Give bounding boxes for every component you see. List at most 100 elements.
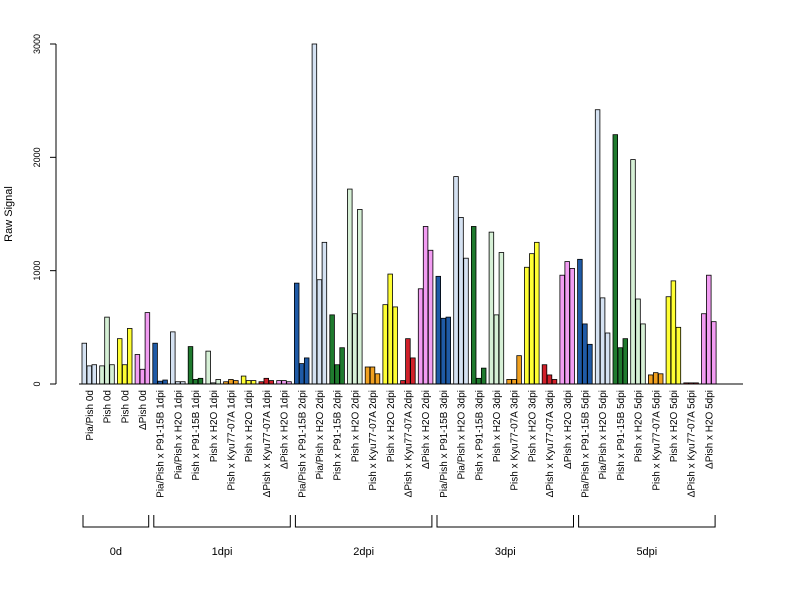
group-label: 0d — [110, 546, 122, 558]
bar — [316, 279, 323, 385]
bar — [298, 363, 305, 385]
bar — [215, 379, 221, 385]
bar — [582, 323, 588, 385]
bar — [587, 343, 593, 385]
x-tick-label: Pish x P91-15B 3dpi — [474, 390, 485, 481]
bar — [599, 297, 606, 385]
x-tick-label: Pia/Pish x P91-15B 3dpi — [439, 390, 450, 498]
bar — [293, 282, 300, 385]
bar — [276, 380, 282, 385]
bar — [524, 266, 530, 385]
bar — [197, 377, 204, 385]
bars — [81, 43, 717, 385]
group-bracket — [294, 515, 433, 528]
group-label: 3dpi — [495, 546, 516, 558]
x-tick-label: Pia/Pish x H2O 3dpi — [457, 390, 468, 480]
bar — [321, 241, 328, 385]
x-tick-label: Pish x H2O 1dpi — [244, 390, 255, 462]
x-tick-label: Pish x H2O 2dpi — [386, 390, 397, 462]
bar — [516, 355, 522, 385]
bar — [559, 274, 565, 385]
x-tick-label: Pia/Pish 0d — [85, 390, 96, 441]
bar — [347, 188, 353, 385]
y-tick-label: 1000 — [32, 261, 42, 281]
bar — [475, 377, 482, 385]
x-tick-label: Pish x H2O 1dpi — [209, 390, 220, 462]
bar — [635, 298, 641, 385]
y-tick-label: 3000 — [32, 34, 42, 54]
bar — [205, 350, 211, 385]
bar — [670, 280, 677, 385]
bar — [445, 316, 451, 385]
bar — [435, 275, 441, 385]
bar — [311, 43, 318, 385]
bar — [364, 366, 371, 385]
bar — [109, 364, 115, 385]
y-axis-label: Raw Signal — [3, 186, 15, 242]
bar — [706, 274, 712, 385]
x-tick-label: Pish x Kyu77-07A 3dpi — [510, 390, 521, 491]
bar — [162, 379, 168, 385]
bar — [117, 338, 123, 385]
x-tick-label: Pish 0d — [120, 390, 131, 423]
bar — [122, 364, 128, 385]
bar — [392, 306, 398, 385]
x-tick-label: Pish x P91-15B 5dpi — [616, 390, 627, 481]
bar — [711, 321, 717, 385]
bar — [488, 231, 495, 385]
bar — [480, 367, 487, 385]
bar — [400, 380, 406, 385]
bar — [577, 258, 583, 385]
group-bracket — [578, 515, 716, 528]
y-tick-label: 0 — [32, 381, 42, 386]
bar — [86, 365, 92, 385]
bar — [640, 323, 646, 385]
bar — [382, 304, 388, 385]
x-tick-label: Pish x Kyu77-07A 5dpi — [651, 390, 662, 491]
x-tick-label: Pia/Pish x P91-15B 5dpi — [581, 390, 592, 498]
group-bracket — [153, 515, 291, 528]
bar — [511, 379, 517, 385]
bar — [263, 377, 269, 385]
bar — [701, 313, 707, 385]
x-tick-label: ΔPish x H2O 3dpi — [563, 390, 574, 469]
bar — [410, 357, 416, 385]
group-bracket — [82, 515, 150, 528]
bar — [352, 313, 358, 385]
bar — [612, 134, 618, 385]
bar — [387, 273, 393, 385]
bar — [139, 368, 146, 385]
bar — [170, 331, 176, 385]
bar — [604, 332, 611, 385]
bar — [233, 380, 239, 385]
bar — [417, 288, 424, 385]
bar — [498, 252, 505, 385]
x-tick-label: ΔPish x Kyu77-07A 2dpi — [404, 390, 415, 497]
bar — [99, 365, 105, 385]
bar — [104, 316, 110, 385]
bar — [152, 342, 158, 385]
group-label: 5dpi — [636, 546, 657, 558]
x-tick-label: ΔPish x H2O 1dpi — [280, 390, 291, 469]
bar — [569, 267, 575, 385]
bar — [653, 372, 659, 385]
bar — [134, 354, 141, 385]
bar — [665, 296, 672, 385]
bar — [658, 373, 664, 385]
bar — [630, 159, 636, 385]
group-brackets: 0d 1dpi 2dpi 3dpi 5dpi — [82, 515, 716, 558]
bar — [546, 374, 553, 385]
bar — [551, 379, 558, 385]
bar — [617, 347, 623, 385]
bar — [240, 375, 247, 385]
x-tick-label: Pish 0d — [103, 390, 114, 423]
bar — [245, 380, 252, 385]
bar — [506, 379, 512, 385]
x-tick-label: Pia/Pish x P91-15B 2dpi — [297, 390, 308, 498]
x-tick-label: Pish x H2O 5dpi — [634, 390, 645, 462]
bar — [675, 326, 682, 385]
x-tick-label: Pish x P91-15B 1dpi — [191, 390, 202, 481]
group-label: 1dpi — [212, 546, 233, 558]
bar — [422, 226, 429, 385]
